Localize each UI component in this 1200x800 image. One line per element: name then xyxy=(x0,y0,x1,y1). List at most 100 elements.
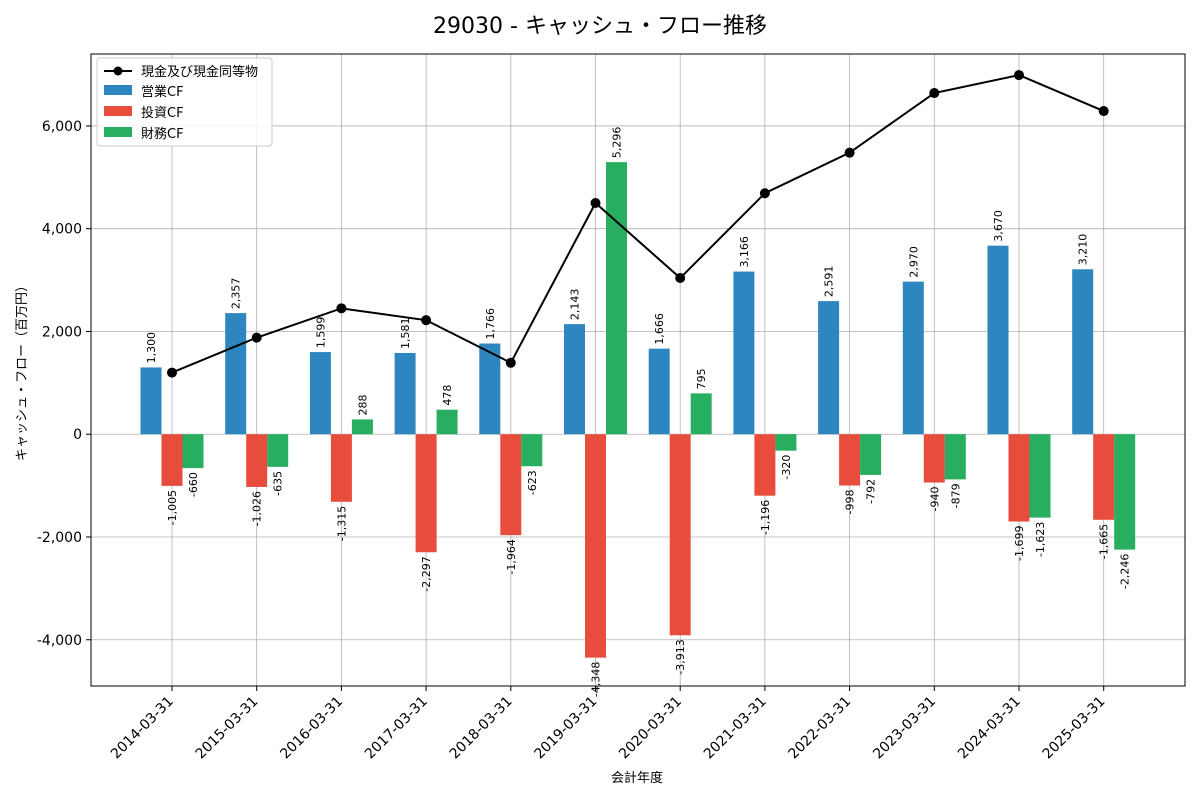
legend-item-financing: 財務CF xyxy=(141,127,184,142)
x-tick-label: 2025-03-31 xyxy=(1040,694,1109,763)
bar-investing xyxy=(923,434,945,483)
legend-swatch-investing xyxy=(104,106,132,116)
grid-layer xyxy=(91,54,1185,686)
bar-investing xyxy=(1008,434,1030,522)
chart-title: 29030 - キャッシュ・フロー推移 xyxy=(433,14,767,39)
bar-operating xyxy=(1072,269,1094,435)
bar-value-label: -320 xyxy=(780,455,793,480)
bar-financing xyxy=(182,434,204,469)
bar-value-label: -1,026 xyxy=(251,491,264,526)
bar-value-label: -660 xyxy=(187,472,200,497)
bar-operating xyxy=(987,245,1009,435)
cash-point xyxy=(421,315,432,326)
bar-financing xyxy=(1029,434,1051,518)
y-tick-label: 2,000 xyxy=(42,324,82,340)
bar-investing xyxy=(415,434,437,553)
bar-operating xyxy=(818,301,840,435)
bar-value-label: -623 xyxy=(526,470,539,495)
bar-value-label: 2,591 xyxy=(823,266,836,298)
bar-value-label: -1,315 xyxy=(335,506,348,541)
bar-value-label: -1,699 xyxy=(1013,526,1026,561)
bar-value-label: 1,581 xyxy=(399,317,412,349)
y-tick-label: 6,000 xyxy=(42,119,82,135)
legend-line-marker xyxy=(113,66,123,76)
x-tick-label: 2017-03-31 xyxy=(362,694,431,763)
bar-value-label: -1,665 xyxy=(1098,524,1111,559)
x-tick-label: 2024-03-31 xyxy=(955,694,1024,763)
bar-investing xyxy=(246,434,268,487)
y-tick-label: -2,000 xyxy=(37,530,82,546)
bar-financing xyxy=(775,434,797,451)
cash-line xyxy=(171,74,1105,374)
bar-value-label: 1,599 xyxy=(314,317,327,349)
x-tick-label: 2020-03-31 xyxy=(616,694,685,763)
bar-investing xyxy=(161,434,183,486)
line-layer xyxy=(167,70,1109,378)
bar-value-label: -1,623 xyxy=(1034,522,1047,557)
bar-value-label: -2,246 xyxy=(1119,554,1132,589)
bar-value-label: 1,300 xyxy=(145,332,158,364)
labels-layer: 1,300 2,357 1,599 1,581 1,766 2,143 1,666 3,166… xyxy=(145,127,1132,697)
x-tick-label: 2023-03-31 xyxy=(870,694,939,763)
bar-value-label: 3,670 xyxy=(992,210,1005,242)
cash-point xyxy=(929,88,940,99)
bar-value-label: 3,166 xyxy=(738,236,751,268)
bar-financing xyxy=(606,162,627,435)
bar-financing xyxy=(944,434,966,480)
x-tick-label: 2016-03-31 xyxy=(277,694,346,763)
bar-value-label: 2,357 xyxy=(230,278,243,310)
cash-point xyxy=(1098,106,1109,117)
cash-point xyxy=(336,303,347,314)
bar-financing xyxy=(690,393,712,435)
legend-item-operating: 営業CF xyxy=(141,84,184,100)
bar-investing xyxy=(669,434,691,636)
bar-operating xyxy=(564,324,585,435)
y-tick-label: 0 xyxy=(73,427,82,443)
bar-financing xyxy=(267,434,289,467)
bar-value-label: -940 xyxy=(928,487,941,512)
bar-financing xyxy=(1114,434,1136,550)
x-tick-label: 2015-03-31 xyxy=(193,694,262,763)
bar-investing xyxy=(585,434,606,658)
bar-value-label: -3,913 xyxy=(674,639,687,674)
x-tick-label: 2022-03-31 xyxy=(786,694,855,763)
x-tick-label: 2021-03-31 xyxy=(701,694,770,763)
legend-swatch-financing xyxy=(104,127,132,137)
cash-point xyxy=(251,332,262,343)
bar-value-label: -4,348 xyxy=(590,662,603,697)
legend-swatch-operating xyxy=(104,85,132,95)
bar-operating xyxy=(140,367,162,435)
bar-value-label: 5,296 xyxy=(611,127,624,159)
x-axis-label: 会計年度 xyxy=(611,770,663,786)
bar-value-label: 478 xyxy=(441,385,454,406)
bar-value-label: 3,210 xyxy=(1077,234,1090,266)
plot-frame xyxy=(90,53,1186,687)
cash-point xyxy=(590,198,601,209)
bar-value-label: 795 xyxy=(695,368,708,389)
bar-investing xyxy=(1093,434,1115,520)
bar-investing xyxy=(500,434,522,536)
x-tick-label: 2019-03-31 xyxy=(531,694,600,763)
bar-operating xyxy=(479,343,501,435)
y-axis-label: キャッシュ・フロー（百万円） xyxy=(15,279,30,461)
bar-value-label: 1,766 xyxy=(484,308,497,340)
bar-investing xyxy=(839,434,861,486)
cash-point xyxy=(759,188,770,199)
x-tick-label: 2018-03-31 xyxy=(447,694,516,763)
bar-investing xyxy=(330,434,352,502)
legend-item-investing: 投資CF xyxy=(141,105,184,121)
bar-financing xyxy=(860,434,882,475)
cash-point xyxy=(675,273,686,284)
bar-value-label: 2,143 xyxy=(569,289,582,321)
x-tick-label: 2014-03-31 xyxy=(108,694,177,763)
bars-layer xyxy=(140,162,1136,658)
cash-point xyxy=(167,367,177,378)
bar-operating xyxy=(394,352,416,435)
bar-operating xyxy=(648,348,670,435)
bar-operating xyxy=(733,271,755,435)
legend: 現金及び現金同等物 営業CF 投資CF 財務CF xyxy=(96,57,273,147)
bar-operating xyxy=(309,352,331,435)
bar-value-label: -1,196 xyxy=(759,500,772,535)
bar-operating xyxy=(225,313,247,435)
